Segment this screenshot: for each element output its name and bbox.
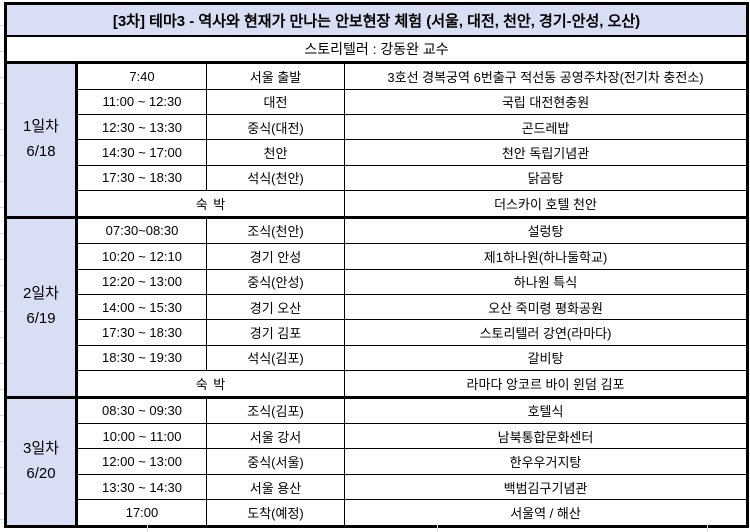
table-row: 11:00 ~ 12:30 대전 국립 대전현충원 [6,88,749,115]
table-row: 12:30 ~ 13:30 중식(대전) 곤드레밥 [6,113,749,141]
schedule-detail-cell: 오산 죽미령 평화공원 [343,293,749,321]
schedule-detail-cell: 제1하나원(하나둘학교) [343,243,749,270]
lodging-label-cell: 숙 박 [76,369,345,398]
schedule-time-cell: 12:20 ~ 13:00 [76,268,207,295]
schedule-detail-cell: 남북통합문화센터 [343,423,749,450]
day-date: 6/19 [26,310,56,328]
table-row: 13:30 ~ 14:30 서울 용산 백범김구기념관 [6,473,749,501]
day-date: 6/18 [26,142,56,160]
schedule-place-cell: 중식(서울) [206,448,345,475]
day-number: 1일차 [23,118,59,136]
day-label-cell: 3일차 6/20 [5,395,78,528]
schedule-detail-cell: 호텔식 [343,395,749,425]
table-row: 10:00 ~ 11:00 서울 강서 남북통합문화센터 [6,423,749,450]
table-row: 17:00 도착(예정) 서울역 / 해산 [6,499,749,527]
table-row: 12:00 ~ 13:00 중식(서울) 한우우거지탕 [6,448,749,475]
spreadsheet-gridline-stub [147,524,148,532]
schedule-time-cell: 12:30 ~ 13:30 [76,113,207,141]
schedule-time-cell: 18:30 ~ 19:30 [76,344,207,371]
table-row: 12:20 ~ 13:00 중식(안성) 하나원 특식 [6,268,749,295]
schedule-time-cell: 08:30 ~ 09:30 [76,395,207,425]
itinerary-table: [3차] 테마3 - 역사와 현재가 만나는 안보현장 체험 (서울, 대전, … [4,2,750,528]
schedule-detail-cell: 닭곰탕 [343,164,749,191]
schedule-detail-cell: 하나원 특식 [343,268,749,295]
spreadsheet-gridline-stub [437,524,438,532]
spreadsheet-gridline-stub [707,524,708,532]
table-row: 18:30 ~ 19:30 석식(김포) 갈비탕 [6,344,749,371]
schedule-place-cell: 도착(예정) [206,499,345,527]
storyteller-label: 스토리텔러 : 강동완 교수 [4,35,749,63]
schedule-place-cell: 석식(천안) [206,164,345,191]
schedule-detail-cell: 더스카이 호텔 천안 [343,189,749,218]
schedule-place-cell: 경기 오산 [206,293,345,321]
spreadsheet-gridlines-left [0,0,5,532]
schedule-time-cell: 17:30 ~ 18:30 [76,319,207,346]
schedule-time-cell: 11:00 ~ 12:30 [76,88,207,115]
schedule-time-cell: 12:00 ~ 13:00 [76,448,207,475]
schedule-place-cell: 경기 안성 [206,243,345,270]
schedule-detail-cell: 갈비탕 [343,344,749,371]
schedule-place-cell: 중식(안성) [206,268,345,295]
table-row: 숙 박 라마다 앙코르 바이 윈덤 김포 [6,369,749,398]
table-row: 14:00 ~ 15:30 경기 오산 오산 죽미령 평화공원 [6,293,749,321]
schedule-place-cell: 서울 강서 [206,423,345,450]
schedule-time-cell: 10:20 ~ 12:10 [76,243,207,270]
schedule-detail-cell: 라마다 앙코르 바이 윈덤 김포 [343,369,749,398]
table-row: 3일차 6/20 08:30 ~ 09:30 조식(김포) 호텔식 [5,395,749,528]
lodging-label-cell: 숙 박 [76,189,345,218]
table-row: 14:30 ~ 17:00 천안 천안 독립기념관 [6,139,749,166]
page-title: [3차] 테마3 - 역사와 현재가 만나는 안보현장 체험 (서울, 대전, … [4,3,749,37]
schedule-place-cell: 경기 김포 [206,319,345,346]
table-row: 스토리텔러 : 강동완 교수 [4,35,749,63]
day-number: 2일차 [23,285,59,303]
schedule-time-cell: 07:30~08:30 [76,215,207,245]
schedule-place-cell: 서울 출발 [206,61,345,90]
day-date: 6/20 [26,464,56,482]
schedule-detail-cell: 3호선 경복궁역 6번출구 적선동 공영주차장(전기차 충전소) [343,61,749,90]
schedule-detail-cell: 곤드레밥 [343,113,749,141]
schedule-place-cell: 조식(김포) [206,395,345,425]
schedule-place-cell: 석식(김포) [206,344,345,371]
schedule-time-cell: 17:30 ~ 18:30 [76,164,207,191]
table-row: 17:30 ~ 18:30 경기 김포 스토리텔러 강연(라마다) [6,319,749,346]
schedule-detail-cell: 한우우거지탕 [343,448,749,475]
schedule-detail-cell: 설렁탕 [343,215,749,245]
schedule-time-cell: 14:00 ~ 15:30 [76,293,207,321]
day-label-cell: 2일차 6/19 [5,215,78,398]
table-row: 2일차 6/19 07:30~08:30 조식(천안) 설렁탕 [5,215,749,398]
schedule-place-cell: 대전 [206,88,345,115]
schedule-time-cell: 17:00 [76,499,207,527]
schedule-time-cell: 14:30 ~ 17:00 [76,139,207,166]
schedule-time-cell: 13:30 ~ 14:30 [76,473,207,501]
table-row: 숙 박 더스카이 호텔 천안 [6,189,749,218]
schedule-detail-cell: 서울역 / 해산 [343,499,749,527]
day-label-cell: 1일차 6/18 [5,61,78,218]
schedule-detail-cell: 스토리텔러 강연(라마다) [343,319,749,346]
table-row: 1일차 6/18 7:40 서울 출발 3호선 경복궁역 6번출구 적선동 공영… [5,61,749,218]
table-row: 10:20 ~ 12:10 경기 안성 제1하나원(하나둘학교) [6,243,749,270]
table-row: 17:30 ~ 18:30 석식(천안) 닭곰탕 [6,164,749,191]
table-row: [3차] 테마3 - 역사와 현재가 만나는 안보현장 체험 (서울, 대전, … [4,3,749,37]
schedule-detail-cell: 국립 대전현충원 [343,88,749,115]
schedule-detail-cell: 백범김구기념관 [343,473,749,501]
schedule-place-cell: 서울 용산 [206,473,345,501]
schedule-detail-cell: 천안 독립기념관 [343,139,749,166]
day-number: 3일차 [23,440,59,458]
schedule-time-cell: 7:40 [76,61,207,90]
schedule-place-cell: 중식(대전) [206,113,345,141]
schedule-place-cell: 천안 [206,139,345,166]
schedule-place-cell: 조식(천안) [206,215,345,245]
schedule-time-cell: 10:00 ~ 11:00 [76,423,207,450]
